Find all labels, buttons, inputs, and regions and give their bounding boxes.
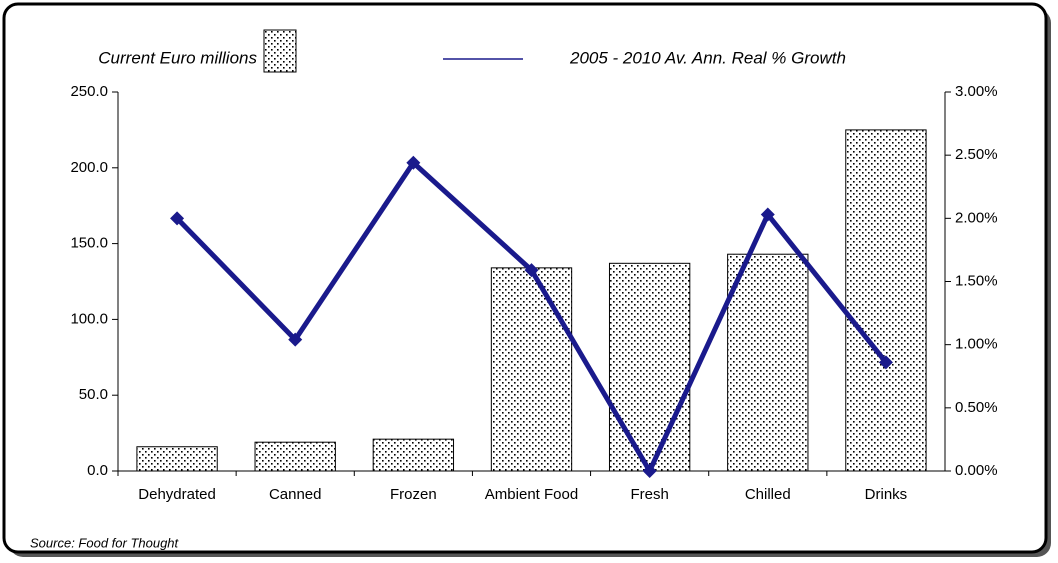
y-tick-label: 100.0 xyxy=(70,310,108,327)
marker xyxy=(878,355,893,370)
marker xyxy=(170,211,185,226)
x-tick-label: Drinks xyxy=(865,486,908,503)
y-tick-label: 0.0 xyxy=(87,462,108,479)
bar xyxy=(372,438,455,472)
source: Source: Food for Thought xyxy=(30,535,180,550)
x-tick-label: Dehydrated xyxy=(138,486,216,503)
marker xyxy=(288,332,303,347)
y2-tick-label: 1.50% xyxy=(955,272,998,289)
y2-tick-label: 0.00% xyxy=(955,462,998,479)
marker xyxy=(760,207,775,222)
y-tick-label: 50.0 xyxy=(79,386,108,403)
x-tick-label: Ambient Food xyxy=(485,486,578,503)
marker xyxy=(642,464,657,478)
bar xyxy=(254,441,336,472)
marker xyxy=(524,263,539,278)
y2-tick-label: 1.00% xyxy=(955,336,998,353)
x-tick-label: Canned xyxy=(269,486,322,503)
y2-tick-label: 2.00% xyxy=(955,209,998,226)
y-tick-label: 150.0 xyxy=(70,235,108,252)
bar xyxy=(727,253,809,472)
legend-swatch xyxy=(263,29,297,73)
legend-label: Current Euro millions xyxy=(98,48,257,67)
marker xyxy=(406,155,421,170)
x-tick-label: Chilled xyxy=(745,486,791,503)
bar xyxy=(490,267,573,472)
y2-tick-label: 0.50% xyxy=(955,399,998,416)
x-tick-label: Frozen xyxy=(390,486,437,503)
legend-label: 2005 - 2010 Av. Ann. Real % Growth xyxy=(569,48,846,67)
bar xyxy=(136,446,218,472)
x-tick-label: Fresh xyxy=(630,486,668,503)
bar xyxy=(608,262,691,472)
bar xyxy=(845,129,927,472)
y2-tick-label: 2.50% xyxy=(955,146,998,163)
y-tick-label: 200.0 xyxy=(70,159,108,176)
y2-tick-label: 3.00% xyxy=(955,83,998,100)
y-tick-label: 250.0 xyxy=(70,83,108,100)
